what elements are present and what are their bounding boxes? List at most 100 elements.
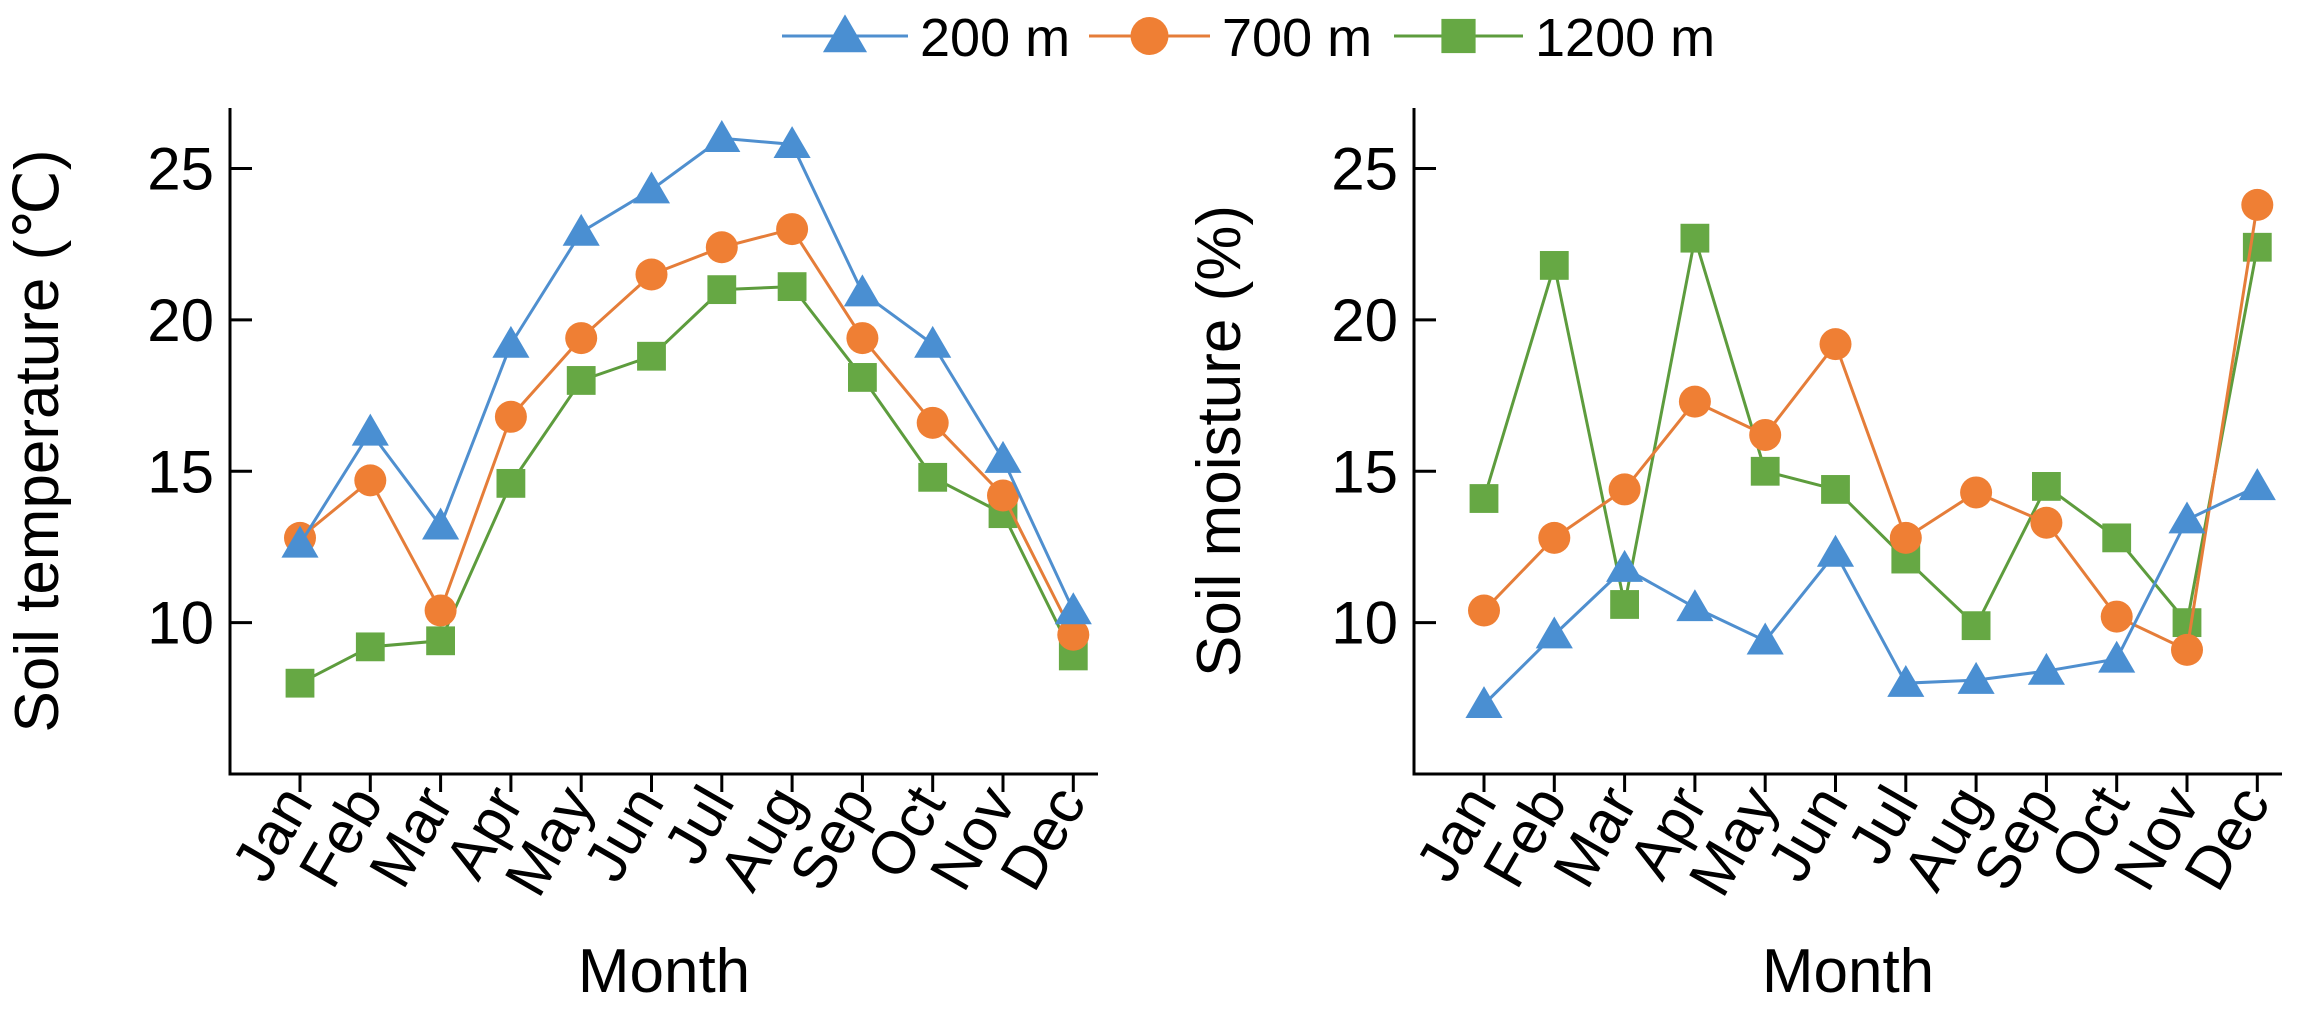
legend-label: 700 m	[1222, 8, 1372, 68]
y-tick-label: 20	[1331, 287, 1398, 354]
data-point-1200-m-feb	[355, 632, 385, 662]
data-point-200-m-nov	[2168, 501, 2206, 534]
legend-item-700-m: 700 m	[1089, 8, 1372, 68]
data-point-200-m-jul	[1887, 664, 1925, 697]
data-point-700-m-sep	[846, 322, 879, 355]
data-point-200-m-dec	[2238, 468, 2276, 501]
x-axis-title: Month	[578, 937, 750, 1006]
data-point-1200-m-nov	[2172, 608, 2202, 638]
data-point-1200-m-jul	[707, 275, 737, 305]
series-line-200-m	[1482, 485, 2258, 706]
data-point-1200-m-mar	[426, 626, 455, 656]
data-point-1200-m-sep	[2032, 472, 2061, 501]
data-point-200-m-sep	[2027, 652, 2065, 685]
data-point-200-m-apr	[1676, 589, 1714, 622]
data-point-1200-m-sep	[848, 363, 877, 392]
legend-marker-circle	[1130, 17, 1169, 55]
y-tick-label: 10	[1331, 590, 1398, 657]
series-1200-m	[285, 272, 1088, 698]
data-point-700-m-jul	[1889, 521, 1922, 554]
data-point-1200-m-jan	[285, 668, 315, 698]
y-tick-label: 15	[1331, 438, 1398, 505]
data-point-700-m-jun	[1819, 328, 1852, 361]
y-tick-label: 10	[147, 590, 214, 657]
data-point-700-m-nov	[2171, 633, 2203, 666]
data-point-1200-m-jun	[1821, 475, 1850, 504]
data-point-200-m-mar	[1606, 549, 1644, 582]
data-point-1200-m-may	[1750, 456, 1780, 486]
y-tick-label: 15	[147, 438, 214, 505]
y-axis-title: Soil moisture (%)	[1185, 205, 1254, 677]
data-point-200-m-feb	[351, 413, 389, 446]
series-200-m	[1465, 468, 2276, 719]
series-line-1200-m	[299, 285, 1075, 685]
data-point-700-m-may	[1749, 418, 1782, 451]
data-point-700-m-may	[565, 322, 598, 355]
series-line-700-m	[1482, 204, 2259, 653]
data-point-1200-m-jun	[637, 341, 666, 371]
data-point-200-m-oct	[2098, 640, 2136, 673]
data-point-200-m-jun	[1816, 534, 1855, 567]
data-point-200-m-jan	[1465, 686, 1503, 719]
series-1200-m	[1469, 223, 2272, 641]
data-point-700-m-apr	[494, 400, 527, 433]
legend-marker-square	[1441, 18, 1476, 54]
data-point-200-m-nov	[984, 440, 1022, 473]
data-point-700-m-aug	[776, 213, 809, 246]
legend-item-200-m: 200 m	[782, 8, 1070, 68]
y-axis-title: Soil temperature (℃)	[3, 149, 72, 732]
x-tick-label-dec: Dec	[987, 775, 1098, 901]
series-700-m	[1468, 188, 2274, 666]
data-point-1200-m-jan	[1469, 484, 1499, 513]
y-tick-label: 25	[147, 136, 214, 203]
data-point-200-m-apr	[492, 325, 530, 358]
data-point-1200-m-mar	[1610, 590, 1639, 619]
data-point-1200-m-dec	[2242, 232, 2272, 262]
series-700-m	[284, 213, 1090, 651]
data-point-200-m-jul	[703, 120, 741, 152]
series-200-m	[281, 120, 1092, 625]
data-point-700-m-sep	[2030, 506, 2063, 539]
data-point-200-m-sep	[843, 274, 881, 307]
data-point-1200-m-apr	[1680, 223, 1710, 253]
data-point-700-m-feb	[354, 464, 387, 497]
y-tick-label: 20	[147, 287, 214, 354]
data-point-700-m-feb	[1538, 521, 1571, 554]
data-point-200-m-mar	[422, 507, 460, 540]
data-point-200-m-feb	[1535, 616, 1573, 649]
data-point-200-m-oct	[914, 325, 952, 358]
data-point-1200-m-aug	[1961, 611, 1991, 641]
data-point-200-m-may	[1746, 622, 1784, 655]
y-tick-label: 25	[1331, 136, 1398, 203]
data-point-700-m-dec	[2241, 188, 2274, 221]
data-point-200-m-jan	[281, 525, 319, 558]
data-point-700-m-oct	[2100, 600, 2133, 633]
data-point-200-m-jun	[632, 171, 671, 204]
soil-moisture-chart: 10152025JanFebMarAprMayJunJulAugSepOctNo…	[1185, 108, 2283, 1006]
series-line-200-m	[298, 136, 1075, 612]
data-point-700-m-oct	[916, 406, 949, 439]
data-point-700-m-aug	[1960, 476, 1993, 509]
series-line-700-m	[299, 227, 1075, 636]
data-point-1200-m-aug	[777, 272, 807, 302]
data-point-1200-m-may	[566, 366, 596, 395]
data-point-1200-m-feb	[1539, 251, 1569, 280]
x-axis-title: Month	[1762, 937, 1934, 1006]
legend: 200 m 700 m 1200 m	[782, 8, 1715, 68]
data-point-1200-m-apr	[496, 468, 526, 498]
data-point-1200-m-oct	[918, 462, 948, 492]
data-point-700-m-jul	[705, 231, 738, 264]
legend-label: 200 m	[920, 8, 1070, 68]
data-point-200-m-aug	[1957, 661, 1995, 694]
data-point-700-m-apr	[1678, 385, 1711, 418]
data-point-700-m-dec	[1057, 618, 1090, 651]
data-point-200-m-dec	[1054, 592, 1092, 625]
data-point-700-m-mar	[424, 594, 457, 627]
x-tick-label-dec: Dec	[2171, 775, 2282, 901]
data-point-700-m-nov	[987, 479, 1019, 512]
soil-temperature-chart: 10152025JanFebMarAprMayJunJulAugSepOctNo…	[3, 108, 1099, 1006]
series-line-1200-m	[1482, 237, 2259, 629]
legend-label: 1200 m	[1535, 8, 1715, 68]
data-point-700-m-jun	[635, 258, 668, 291]
